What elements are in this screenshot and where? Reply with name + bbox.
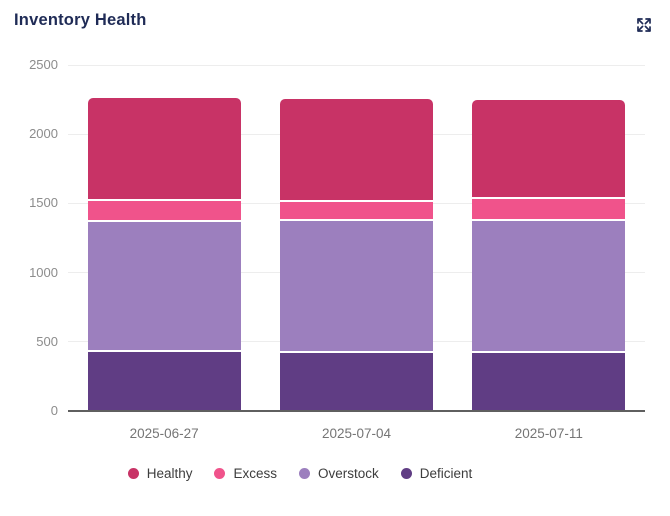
bar-segment-overstock[interactable] xyxy=(280,220,433,353)
y-axis-tick-label: 2000 xyxy=(29,126,58,142)
bar-segment-excess[interactable] xyxy=(472,198,626,221)
expand-button[interactable] xyxy=(635,16,653,34)
x-axis-label: 2025-06-27 xyxy=(129,426,199,441)
chart-title: Inventory Health xyxy=(14,11,147,29)
legend-dot-overstock xyxy=(299,468,310,479)
expand-arrows-icon xyxy=(636,17,652,33)
bar-segment-deficient[interactable] xyxy=(472,352,626,411)
y-axis-tick-label: 1500 xyxy=(29,195,58,211)
stacked-bar-2025-07-04 xyxy=(280,98,433,411)
x-axis-label: 2025-07-04 xyxy=(321,426,392,441)
legend-item-healthy[interactable]: Healthy xyxy=(127,466,193,481)
legend-item-overstock[interactable]: Overstock xyxy=(299,466,379,481)
y-axis-tick-label: 2500 xyxy=(29,57,58,72)
legend-dot-deficient xyxy=(400,468,412,479)
gridline xyxy=(68,64,645,66)
plot-area: 2025-06-27 2025-07-04 2025-07-11 0 500 100… xyxy=(29,57,645,441)
legend-label: Overstock xyxy=(318,466,379,481)
bar-segment-healthy[interactable] xyxy=(280,98,433,203)
chart-legend: Healthy Excess Overstock Deficient xyxy=(0,466,600,481)
x-axis-label: 2025-07-11 xyxy=(514,426,583,441)
bar-segment-healthy[interactable] xyxy=(87,98,241,202)
bar-segment-deficient[interactable] xyxy=(280,352,433,411)
bar-segment-excess[interactable] xyxy=(280,202,433,221)
legend-item-excess[interactable]: Excess xyxy=(214,466,277,481)
bar-segment-overstock[interactable] xyxy=(472,220,626,353)
x-axis-labels: 2025-06-27 2025-07-04 2025-07-11 xyxy=(68,425,645,443)
y-axis-tick-label: 500 xyxy=(36,333,58,349)
bar-segment-excess[interactable] xyxy=(87,201,241,223)
stacked-bar-2025-06-27 xyxy=(87,98,241,411)
stacked-bar-2025-07-11 xyxy=(472,99,626,411)
legend-label: Deficient xyxy=(419,466,473,481)
bar-segment-healthy[interactable] xyxy=(472,99,626,199)
legend-dot-healthy xyxy=(127,468,139,479)
legend-item-deficient[interactable]: Deficient xyxy=(400,466,473,481)
bar-segment-deficient[interactable] xyxy=(87,352,241,411)
x-axis-line xyxy=(68,410,645,412)
legend-label: Excess xyxy=(233,466,277,481)
y-axis-tick-label: 0 xyxy=(50,403,58,418)
bar-segment-overstock[interactable] xyxy=(87,222,241,353)
legend-dot-excess xyxy=(214,468,226,479)
legend-label: Healthy xyxy=(146,466,193,481)
y-axis-tick-label: 1000 xyxy=(29,264,58,280)
